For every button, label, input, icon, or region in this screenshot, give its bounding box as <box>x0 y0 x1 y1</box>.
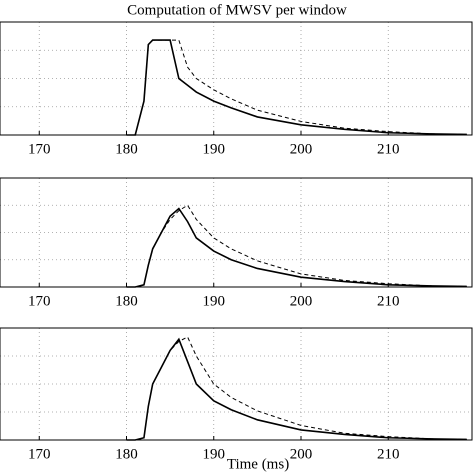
data-line <box>126 39 467 136</box>
x-tick-label: 210 <box>377 293 400 309</box>
x-tick-label: 170 <box>28 446 51 462</box>
axes-frame <box>0 327 473 441</box>
x-axis-label: Time (ms) <box>227 456 289 472</box>
data-line <box>126 337 467 441</box>
x-tick-label: 180 <box>115 293 138 309</box>
data-line <box>126 204 467 288</box>
x-tick-label: 200 <box>290 446 313 462</box>
axes-frame <box>0 21 473 136</box>
chart-title: Computation of MWSV per window <box>127 2 347 18</box>
x-tick-label: 180 <box>115 446 138 462</box>
x-tick-label: 210 <box>377 446 400 462</box>
x-tick-label: 170 <box>28 293 51 309</box>
x-tick-label: 210 <box>377 141 400 157</box>
x-tick-label: 200 <box>290 293 313 309</box>
x-tick-label: 170 <box>28 141 51 157</box>
x-tick-label: 200 <box>290 141 313 157</box>
x-tick-label: 190 <box>203 293 226 309</box>
data-line <box>126 336 467 441</box>
x-tick-label: 180 <box>115 141 138 157</box>
data-line <box>126 39 467 136</box>
data-line <box>126 207 467 288</box>
x-tick-label: 190 <box>203 446 226 462</box>
x-tick-label: 190 <box>203 141 226 157</box>
axes-frame <box>0 177 473 288</box>
